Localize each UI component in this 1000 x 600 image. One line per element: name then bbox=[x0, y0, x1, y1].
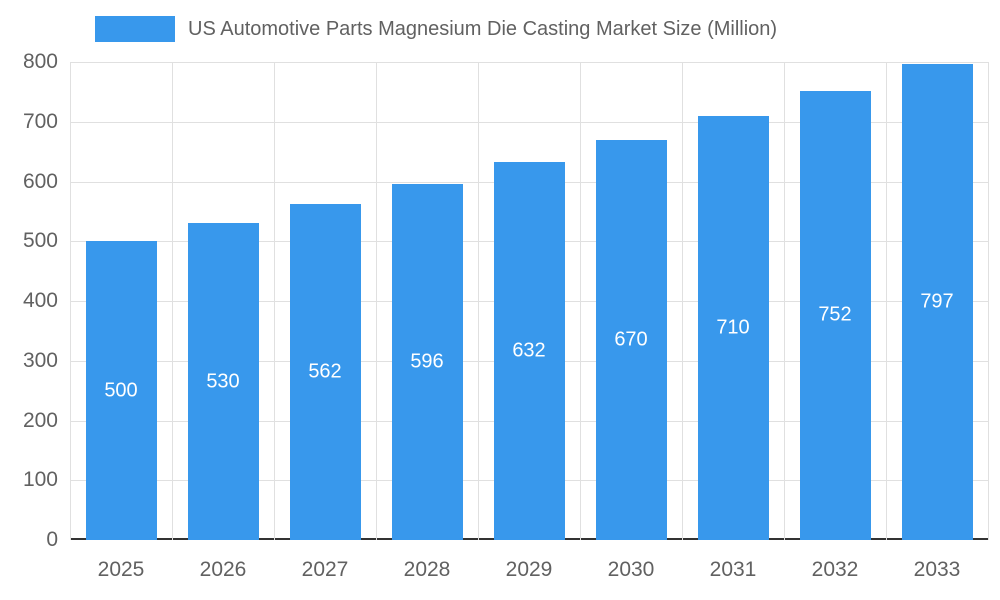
y-tick-label: 100 bbox=[22, 468, 58, 492]
bar bbox=[289, 204, 361, 540]
bar-value-label: 562 bbox=[308, 360, 342, 383]
gridline-vertical bbox=[580, 62, 581, 540]
gridline-vertical bbox=[478, 62, 479, 540]
x-tick-label: 2031 bbox=[709, 558, 757, 581]
bar-value-label: 500 bbox=[104, 379, 138, 402]
bar bbox=[697, 115, 769, 540]
bar bbox=[85, 241, 157, 540]
gridline-vertical bbox=[784, 62, 785, 540]
bar bbox=[799, 90, 871, 540]
x-tick-label: 2029 bbox=[505, 558, 553, 581]
gridline-vertical bbox=[70, 62, 71, 540]
bar-value-label: 710 bbox=[716, 316, 750, 339]
bar bbox=[595, 139, 667, 540]
bar bbox=[187, 223, 259, 540]
bar-value-label: 632 bbox=[512, 339, 546, 362]
plot-area: 500 530 562 596 632 670 710 752 797 bbox=[70, 62, 989, 540]
bar-value-label: 752 bbox=[818, 303, 852, 326]
x-tick-label: 2026 bbox=[199, 558, 247, 581]
y-tick-label: 700 bbox=[22, 109, 58, 133]
x-tick-label: 2030 bbox=[607, 558, 655, 581]
y-tick-label: 500 bbox=[22, 229, 58, 253]
bar-value-label: 596 bbox=[410, 350, 444, 373]
gridline-horizontal bbox=[70, 62, 988, 63]
gridline-vertical bbox=[172, 62, 173, 540]
x-tick-label: 2028 bbox=[403, 558, 451, 581]
bar bbox=[391, 183, 463, 540]
y-tick-label: 800 bbox=[22, 50, 58, 73]
chart-title: US Automotive Parts Magnesium Die Castin… bbox=[188, 17, 778, 40]
legend-swatch bbox=[95, 16, 175, 42]
gridline-vertical bbox=[274, 62, 275, 540]
y-tick-label: 300 bbox=[22, 348, 58, 372]
x-tick-label: 2025 bbox=[97, 558, 145, 581]
bar bbox=[493, 162, 565, 540]
bar-value-label: 797 bbox=[920, 290, 954, 313]
gridline-vertical bbox=[988, 62, 989, 540]
gridline-horizontal bbox=[70, 121, 988, 123]
legend: US Automotive Parts Magnesium Die Castin… bbox=[95, 16, 777, 42]
x-tick-label: 2032 bbox=[811, 558, 859, 581]
x-tick-label: 2033 bbox=[913, 558, 961, 581]
y-tick-label: 0 bbox=[46, 528, 58, 551]
gridline-vertical bbox=[376, 62, 377, 540]
y-tick-label: 600 bbox=[22, 169, 58, 193]
bar bbox=[901, 63, 973, 540]
y-tick-label: 400 bbox=[22, 289, 58, 312]
gridline-vertical bbox=[682, 62, 683, 540]
gridline-vertical bbox=[886, 62, 887, 540]
bar-value-label: 530 bbox=[206, 370, 240, 393]
x-tick-label: 2027 bbox=[301, 558, 349, 581]
y-tick-label: 200 bbox=[22, 408, 58, 432]
bar-value-label: 670 bbox=[614, 328, 648, 351]
